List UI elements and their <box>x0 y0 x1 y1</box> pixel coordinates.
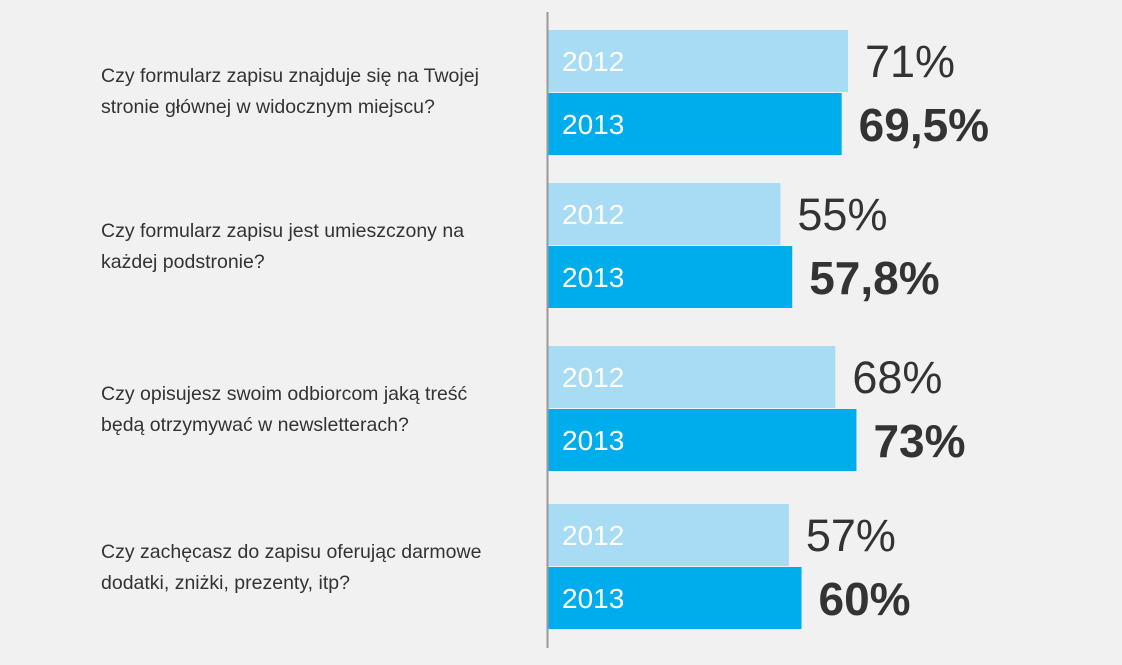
bar-year-label-2012-4: 2012 <box>562 520 624 551</box>
bar-year-label-2012-1: 2012 <box>562 46 624 77</box>
question-4-line-1: Czy zachęcasz do zapisu oferując darmowe <box>101 541 482 563</box>
question-1-line-1: Czy formularz zapisu znajduje się na Two… <box>101 65 479 87</box>
question-label-4: Czy zachęcasz do zapisu oferując darmowe… <box>101 537 531 599</box>
question-3-line-1: Czy opisujesz swoim odbiorcom jaką treść <box>101 383 468 405</box>
question-label-1: Czy formularz zapisu znajduje się na Two… <box>101 61 531 123</box>
bar-2013-1 <box>548 93 842 155</box>
question-label-3: Czy opisujesz swoim odbiorcom jaką treść… <box>101 379 531 441</box>
value-label-2012-1: 71% <box>865 36 955 87</box>
bar-2012-2 <box>548 183 781 245</box>
bar-year-label-2013-4: 2013 <box>562 583 624 614</box>
question-2-line-1: Czy formularz zapisu jest umieszczony na <box>101 220 465 242</box>
bar-2012-4 <box>548 504 789 566</box>
bar-2012-1 <box>548 30 848 92</box>
bar-year-label-2013-1: 2013 <box>562 109 624 140</box>
value-label-2013-4: 60% <box>819 573 911 625</box>
value-label-2012-3: 68% <box>852 352 942 403</box>
question-1-line-2: stronie głównej w widocznym miejscu? <box>101 96 435 118</box>
bar-2013-3 <box>548 409 857 471</box>
bar-2012-3 <box>548 346 836 408</box>
question-4-line-2: dodatki, zniżki, prezenty, itp? <box>101 572 350 594</box>
bar-year-label-2012-3: 2012 <box>562 362 624 393</box>
value-label-2013-1: 69,5% <box>859 99 989 151</box>
value-label-2013-3: 73% <box>873 415 965 467</box>
value-label-2012-2: 55% <box>797 189 887 240</box>
value-label-2012-4: 57% <box>806 510 896 561</box>
bar-year-label-2012-2: 2012 <box>562 199 624 230</box>
value-label-2013-2: 57,8% <box>809 252 939 304</box>
bar-year-label-2013-2: 2013 <box>562 262 624 293</box>
question-3-line-2: będą otrzymywać w newsletterach? <box>101 414 409 436</box>
bar-2013-4 <box>548 567 802 629</box>
bar-year-label-2013-3: 2013 <box>562 425 624 456</box>
question-2-line-2: każdej podstronie? <box>101 251 265 273</box>
question-label-2: Czy formularz zapisu jest umieszczony na… <box>101 216 531 278</box>
bar-2013-2 <box>548 246 793 308</box>
